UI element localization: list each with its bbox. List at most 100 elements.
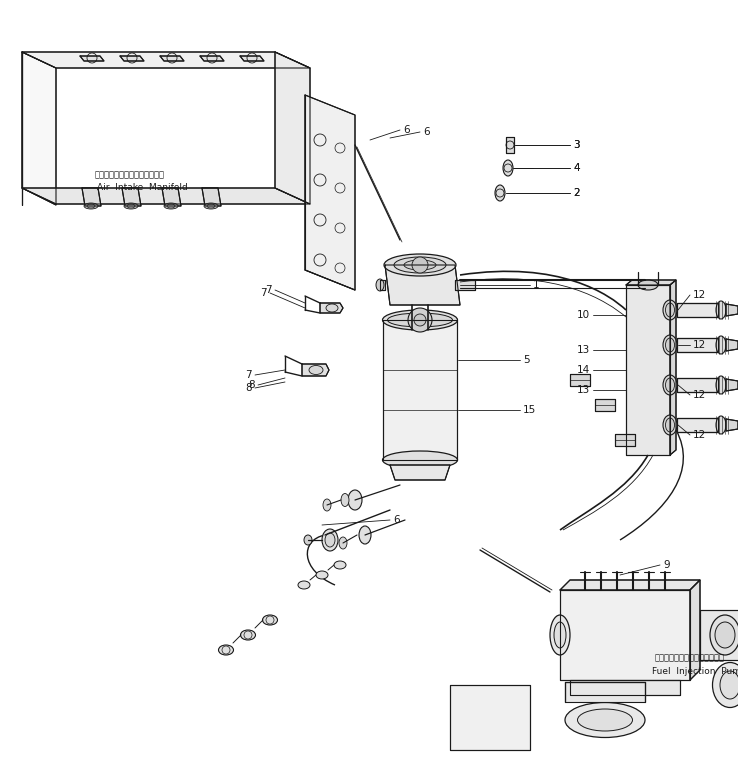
Text: フェルインジェクションポンプ: フェルインジェクションポンプ (655, 653, 725, 662)
Text: 7: 7 (266, 285, 272, 295)
Ellipse shape (348, 490, 362, 510)
Polygon shape (275, 52, 310, 204)
Polygon shape (380, 280, 385, 290)
Text: 7: 7 (261, 288, 267, 298)
Polygon shape (560, 580, 700, 590)
Polygon shape (200, 56, 224, 61)
Ellipse shape (387, 313, 452, 327)
Ellipse shape (241, 630, 255, 640)
Polygon shape (240, 56, 264, 61)
Ellipse shape (376, 279, 384, 291)
Ellipse shape (316, 571, 328, 579)
Polygon shape (22, 52, 310, 68)
Text: 3: 3 (573, 140, 579, 150)
Ellipse shape (309, 365, 323, 374)
Ellipse shape (127, 204, 135, 208)
Text: 12: 12 (693, 430, 706, 440)
Text: 13: 13 (577, 345, 590, 355)
Polygon shape (80, 56, 104, 61)
Ellipse shape (322, 529, 338, 551)
Polygon shape (626, 285, 670, 455)
Ellipse shape (663, 335, 677, 355)
Polygon shape (726, 339, 738, 351)
Polygon shape (595, 399, 615, 411)
Polygon shape (700, 610, 738, 660)
Ellipse shape (334, 561, 346, 569)
Polygon shape (120, 56, 144, 61)
Text: Fuel  Injection  Pump: Fuel Injection Pump (652, 668, 738, 676)
Ellipse shape (204, 203, 218, 209)
Ellipse shape (167, 204, 175, 208)
Polygon shape (677, 378, 718, 392)
Polygon shape (82, 188, 101, 206)
Polygon shape (122, 188, 141, 206)
Ellipse shape (325, 533, 335, 547)
Polygon shape (670, 280, 676, 455)
Polygon shape (726, 379, 738, 391)
Text: 8: 8 (249, 380, 255, 390)
Ellipse shape (87, 204, 95, 208)
Ellipse shape (712, 662, 738, 707)
Polygon shape (726, 419, 738, 431)
Text: 10: 10 (577, 310, 590, 320)
Text: 12: 12 (693, 390, 706, 400)
Ellipse shape (720, 671, 738, 699)
Polygon shape (677, 418, 718, 432)
Ellipse shape (503, 160, 513, 176)
Polygon shape (22, 188, 310, 204)
Ellipse shape (565, 703, 645, 738)
Text: 1: 1 (533, 280, 539, 290)
Polygon shape (570, 680, 680, 695)
Text: 3: 3 (573, 140, 579, 150)
Polygon shape (560, 590, 690, 680)
Text: Air  Intake  Manifold: Air Intake Manifold (97, 183, 187, 193)
Polygon shape (677, 338, 718, 352)
Polygon shape (162, 188, 181, 206)
Ellipse shape (550, 615, 570, 655)
Ellipse shape (554, 622, 566, 648)
Text: エアーインテークマニホールド: エアーインテークマニホールド (95, 171, 165, 180)
Ellipse shape (666, 303, 675, 317)
Text: 8: 8 (245, 383, 252, 393)
Ellipse shape (578, 709, 632, 731)
Ellipse shape (663, 375, 677, 395)
Text: 14: 14 (577, 365, 590, 375)
Ellipse shape (663, 415, 677, 435)
Polygon shape (615, 434, 635, 446)
Polygon shape (160, 56, 184, 61)
Text: 13: 13 (577, 385, 590, 395)
Text: 4: 4 (573, 163, 579, 173)
Ellipse shape (263, 615, 277, 625)
Polygon shape (302, 364, 329, 376)
Circle shape (408, 308, 432, 332)
Polygon shape (202, 188, 221, 206)
Ellipse shape (124, 203, 138, 209)
Polygon shape (22, 52, 56, 205)
Ellipse shape (341, 493, 349, 506)
Ellipse shape (218, 645, 233, 655)
Text: 6: 6 (423, 127, 430, 137)
Ellipse shape (394, 257, 446, 273)
Ellipse shape (326, 304, 338, 312)
Polygon shape (455, 280, 475, 290)
Ellipse shape (638, 280, 658, 290)
Ellipse shape (382, 451, 458, 469)
Polygon shape (726, 304, 738, 316)
Circle shape (412, 257, 428, 273)
Ellipse shape (663, 300, 677, 320)
Polygon shape (565, 682, 645, 702)
Ellipse shape (715, 622, 735, 648)
Ellipse shape (304, 535, 312, 545)
Polygon shape (626, 280, 676, 285)
Ellipse shape (298, 581, 310, 589)
Ellipse shape (404, 260, 436, 270)
Polygon shape (383, 320, 457, 460)
Text: 5: 5 (523, 355, 530, 365)
Ellipse shape (666, 338, 675, 352)
Ellipse shape (323, 499, 331, 511)
Ellipse shape (716, 301, 726, 319)
Ellipse shape (716, 416, 726, 434)
Text: 6: 6 (403, 125, 410, 135)
Text: 9: 9 (663, 560, 669, 570)
Polygon shape (677, 303, 718, 317)
